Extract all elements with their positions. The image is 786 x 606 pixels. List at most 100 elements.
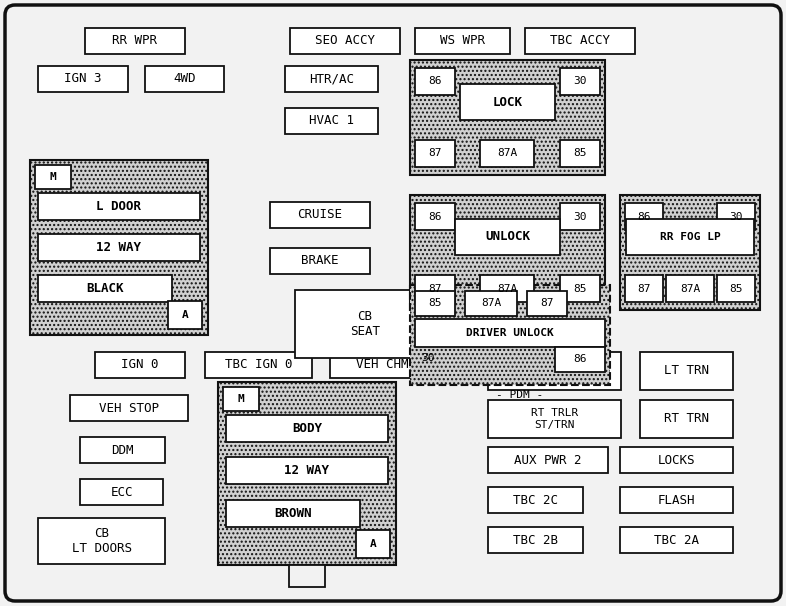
Text: 86: 86	[573, 355, 587, 364]
Bar	[620, 487, 733, 513]
Text: TBC 2A: TBC 2A	[654, 533, 699, 547]
Bar	[415, 319, 605, 347]
Text: BROWN: BROWN	[274, 507, 312, 520]
Bar	[290, 28, 400, 54]
Bar	[285, 108, 378, 134]
Text: 4WD: 4WD	[173, 73, 196, 85]
Bar	[30, 160, 208, 335]
Text: HTR/AC: HTR/AC	[309, 73, 354, 85]
Text: 12 WAY: 12 WAY	[285, 464, 329, 477]
Text: CRUISE: CRUISE	[297, 208, 343, 222]
Text: 85: 85	[573, 284, 587, 293]
Text: 30: 30	[573, 76, 587, 87]
FancyBboxPatch shape	[5, 5, 781, 601]
Bar	[80, 479, 163, 505]
Bar	[38, 234, 200, 261]
Text: 87: 87	[540, 299, 554, 308]
Bar	[38, 275, 172, 302]
Bar	[620, 447, 733, 473]
Text: LOCKS: LOCKS	[658, 453, 696, 467]
Bar	[626, 219, 754, 255]
Bar	[560, 275, 600, 302]
Text: 87A: 87A	[497, 284, 517, 293]
Bar	[455, 219, 560, 255]
Text: RT TRLR
ST/TRN: RT TRLR ST/TRN	[531, 408, 578, 430]
Bar	[480, 275, 534, 302]
Text: 86: 86	[428, 211, 442, 222]
Text: FLASH: FLASH	[658, 493, 696, 507]
Text: - PDM -: - PDM -	[497, 390, 544, 400]
Bar	[488, 400, 621, 438]
Bar	[415, 291, 455, 316]
Text: BRAKE: BRAKE	[301, 255, 339, 267]
Text: 30: 30	[729, 211, 743, 222]
Text: 85: 85	[573, 148, 587, 159]
Bar	[38, 518, 165, 564]
Bar	[555, 347, 605, 372]
Bar	[465, 291, 517, 316]
Text: TBC 2C: TBC 2C	[513, 493, 558, 507]
Text: LOCK: LOCK	[493, 96, 523, 108]
Text: SEO ACCY: SEO ACCY	[315, 35, 375, 47]
Bar	[35, 165, 71, 189]
Text: 87A: 87A	[497, 148, 517, 159]
Text: 86: 86	[637, 211, 651, 222]
Text: CB
LT DOORS: CB LT DOORS	[72, 527, 131, 555]
Bar	[717, 203, 755, 230]
Text: A: A	[369, 539, 376, 549]
Text: A: A	[182, 310, 189, 320]
Bar	[620, 195, 760, 310]
Text: 87: 87	[428, 284, 442, 293]
Bar	[488, 447, 608, 473]
Bar	[560, 68, 600, 95]
Bar	[80, 437, 165, 463]
Bar	[205, 352, 312, 378]
Bar	[270, 202, 370, 228]
Bar	[38, 66, 128, 92]
Bar	[168, 301, 202, 329]
Text: IGN 3: IGN 3	[64, 73, 101, 85]
Bar	[218, 382, 396, 565]
Text: 85: 85	[428, 299, 442, 308]
Bar	[560, 203, 600, 230]
Text: 30: 30	[573, 211, 587, 222]
Bar	[295, 290, 435, 358]
Bar	[226, 457, 388, 484]
Bar	[620, 527, 733, 553]
Text: RR FOG LP: RR FOG LP	[659, 232, 721, 242]
Text: UNLOCK: UNLOCK	[485, 230, 530, 244]
Bar	[480, 140, 534, 167]
Bar	[415, 203, 455, 230]
Bar	[145, 66, 224, 92]
Text: ECC: ECC	[110, 485, 133, 499]
Bar	[460, 84, 555, 120]
Text: 87A: 87A	[680, 284, 700, 293]
Bar	[640, 352, 733, 390]
Text: AUX PWR 2: AUX PWR 2	[514, 453, 582, 467]
Text: BLACK: BLACK	[86, 282, 123, 295]
Bar	[415, 140, 455, 167]
Bar	[95, 352, 185, 378]
Bar	[488, 527, 583, 553]
Bar	[525, 28, 635, 54]
Text: VEH STOP: VEH STOP	[99, 402, 159, 415]
Bar	[330, 352, 450, 378]
Bar	[560, 140, 600, 167]
Bar	[85, 28, 185, 54]
Bar	[527, 291, 567, 316]
Text: M: M	[237, 394, 244, 404]
Text: 86: 86	[428, 76, 442, 87]
Text: VEH CHMSL: VEH CHMSL	[356, 359, 424, 371]
Text: 30: 30	[421, 353, 435, 363]
Bar	[223, 387, 259, 411]
Bar	[415, 68, 455, 95]
Text: 87: 87	[428, 148, 442, 159]
Bar	[488, 487, 583, 513]
Bar	[415, 275, 455, 302]
Bar	[70, 395, 188, 421]
Text: DRIVER UNLOCK: DRIVER UNLOCK	[466, 328, 554, 338]
Bar	[666, 275, 714, 302]
Bar	[625, 275, 663, 302]
Bar	[410, 60, 605, 175]
Bar	[289, 565, 325, 587]
